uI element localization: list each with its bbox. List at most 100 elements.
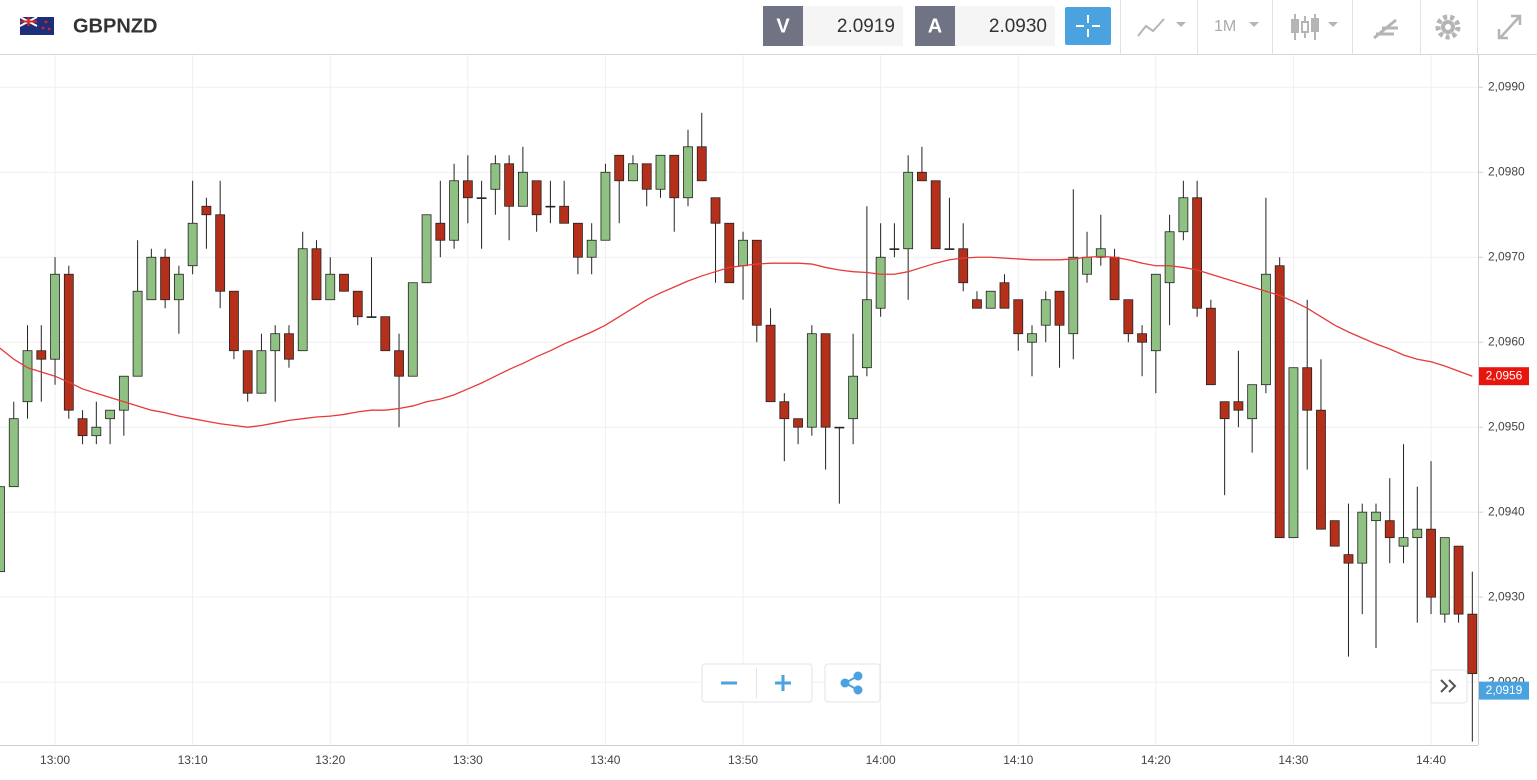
candle-body [655,154,666,190]
candle-body [256,350,267,394]
candle-body [1343,554,1354,564]
timeframe[interactable]: 1M [1214,18,1236,35]
candle-body [1439,537,1450,615]
moving-average [0,255,1473,428]
x-tick-label: 14:00 [866,753,896,767]
candle-body [903,171,914,250]
candle-body [284,333,294,360]
timeframe-arrow [1249,22,1259,27]
candle-body [0,486,5,573]
candle-body [1412,528,1423,539]
candle-body [738,239,748,267]
zoom-in[interactable] [775,675,791,691]
candle-body [160,256,171,301]
candle-body [1164,231,1175,284]
y-tick-label: 2,0980 [1488,164,1525,178]
share-button[interactable] [824,663,881,703]
candle-body [504,163,515,207]
candle-body [875,256,886,309]
settings-button[interactable] [1435,14,1461,40]
candle-body [201,205,212,216]
candle-body [972,299,982,309]
buy-field [955,6,1055,46]
candle-body [1233,401,1244,411]
sell-button[interactable] [763,6,803,46]
x-tick-label: 14:30 [1278,753,1308,767]
scroll-right-button[interactable] [1430,669,1468,704]
candle-body [1123,299,1134,335]
candle-body [1426,528,1436,598]
candle-body [1068,256,1079,335]
candle-body [765,324,776,403]
candle-body [1095,248,1106,258]
candle-body [1219,401,1230,420]
candle-body [50,273,60,360]
candle-body [669,154,680,199]
candle-body [573,222,583,258]
y-tick-label: 2,0960 [1488,334,1525,348]
toolbar-separators [1120,0,1478,54]
candle-body [1247,384,1258,420]
candle-body [366,316,377,318]
sell-price: 2.0919 [837,16,895,37]
candle-body [834,426,845,429]
candle-body [407,282,418,377]
sell-label: V [776,15,790,37]
candle-body [531,180,542,216]
candle-body [91,426,102,437]
fullscreen-button[interactable] [1497,14,1522,40]
candle-body [394,350,404,377]
x-tick-label: 13:40 [590,753,620,767]
candle-body [1013,299,1024,335]
crosshair-button[interactable] [1065,7,1111,45]
candle-body [1109,256,1120,301]
candle-body [930,180,941,250]
candle-body [449,180,459,241]
zoom-controls [701,663,881,703]
candle-body [696,146,707,182]
candle-body [462,180,473,199]
candle-body [1329,520,1340,547]
candle-body [641,163,652,190]
sell-field [803,6,903,46]
candle-body [628,163,638,182]
y-tick-label: 2,0940 [1488,504,1525,518]
drawing-button[interactable] [1373,18,1398,40]
candle-body [944,248,955,250]
candle-body [848,375,859,420]
candle-body [1316,409,1326,530]
buy-button[interactable] [915,6,955,46]
plot [0,112,1478,742]
candle-type-button[interactable] [1291,14,1338,40]
candle-body [270,333,281,352]
chart-type-button[interactable] [1137,18,1186,37]
y-tick-label: 2,0950 [1488,419,1525,433]
candle-body [545,205,556,208]
price-tag [1479,367,1529,386]
candle-body [311,248,322,301]
candle-body [187,222,198,267]
candle-body [1467,613,1478,675]
candle-body [490,163,501,190]
candle-body [793,418,803,428]
x-tick-label: 13:20 [315,753,345,767]
candle-body [806,333,817,428]
axes: 2,09202,09302,09402,09502,09602,09702,09… [40,79,1529,767]
candle-body [77,418,88,437]
candle-body [1027,333,1037,343]
candle-body [229,290,239,352]
candle-body [751,239,762,326]
candle-body [1302,367,1313,411]
candle-body [559,205,570,224]
candle-body [724,222,735,284]
candle-body [1357,511,1368,564]
candle-body [132,290,143,377]
x-tick-label: 14:40 [1416,753,1446,767]
candle-body [63,273,74,411]
candle-body [1082,256,1092,275]
candle-body [22,350,33,403]
candle-body [8,418,19,488]
candle-body [1274,265,1285,539]
